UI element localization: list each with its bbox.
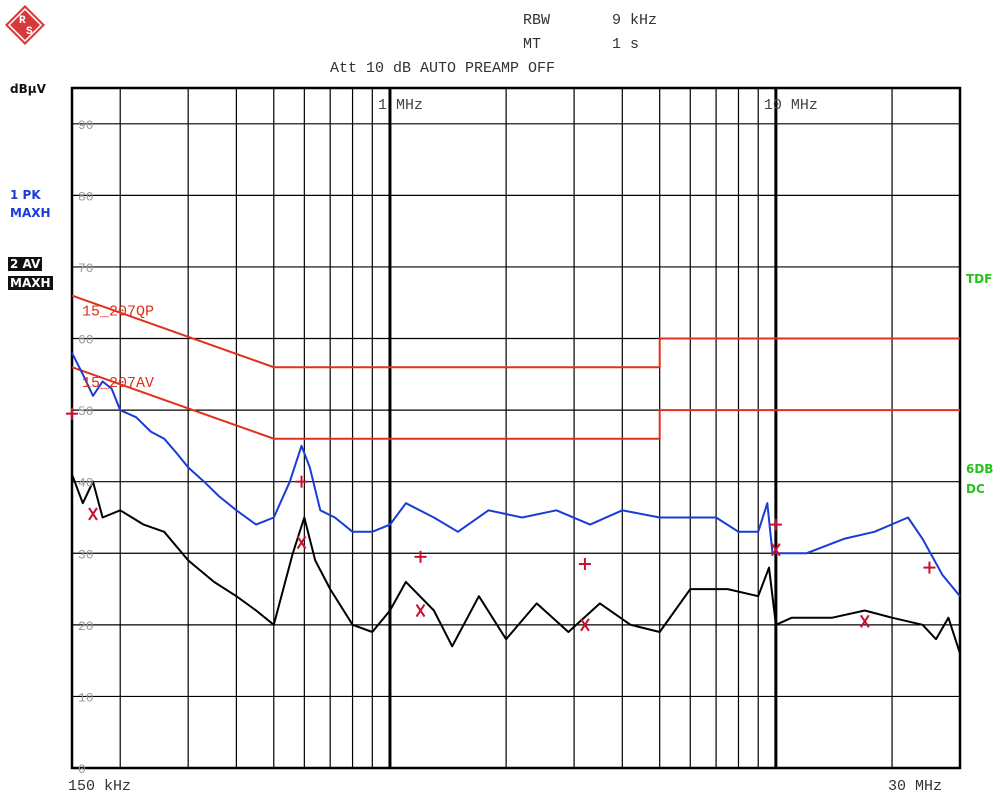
y-tick-label: 20: [78, 619, 94, 634]
x-end-label: 30 MHz: [888, 778, 942, 795]
y-tick-label: 50: [78, 404, 94, 419]
svg-text:S: S: [26, 26, 33, 38]
average-marker: [296, 535, 307, 550]
peak-marker: [295, 475, 308, 488]
plot-frame: [70, 86, 962, 770]
average-marker: [859, 614, 870, 628]
average-marker: [88, 507, 98, 521]
y-tick-label: 70: [78, 261, 94, 276]
rbw-label: RBW: [523, 12, 551, 29]
trace-1: [71, 352, 961, 597]
y-tick-label: 30: [78, 547, 94, 562]
tdf-label: TDF: [966, 272, 993, 286]
average-marker: [415, 603, 426, 618]
limit-lines: [71, 294, 960, 440]
markers: [66, 407, 936, 632]
trace1-mode: MAXH: [10, 206, 51, 220]
limit-line-15_207QP: [71, 294, 960, 369]
y-tick-label: 40: [78, 476, 94, 491]
trace-2: [71, 474, 961, 654]
x-start-label: 150 kHz: [68, 778, 131, 795]
6db-label: 6DB: [966, 462, 994, 476]
peak-marker: [414, 550, 427, 563]
traces: [71, 352, 961, 654]
grid: [70, 86, 962, 770]
dc-label: DC: [966, 482, 985, 496]
peak-marker: [66, 407, 78, 420]
peak-marker: [769, 518, 782, 531]
rs-logo: R S: [5, 5, 45, 45]
trace2-label: 2 AV: [8, 257, 43, 271]
peak-marker: [923, 561, 936, 574]
mt-value: 1 s: [612, 36, 640, 53]
y-tick-label: 10: [78, 690, 94, 705]
axis-labels: 0 10 20 30 40 50 60 70 80 90 1 MHz 10 MHz 150 kHz 30 …: [68, 97, 942, 795]
mt-label: MT: [523, 36, 542, 53]
trace2-mode: MAXH: [8, 276, 53, 290]
y-tick-label: 80: [78, 189, 94, 204]
y-tick-label: 60: [78, 333, 94, 348]
unit-label: dBµV: [10, 82, 46, 96]
attenuation-line: Att 10 dB AUTO PREAMP OFF: [330, 60, 556, 77]
rbw-value: 9 kHz: [612, 12, 658, 29]
average-marker: [580, 618, 590, 632]
svg-text:R: R: [19, 15, 26, 27]
x-tick-label: 10 MHz: [764, 97, 818, 114]
limit-line-15_207AV: [71, 366, 960, 440]
limit-line-label: 15_207QP: [82, 304, 154, 321]
trace1-label: 1 PK: [10, 188, 41, 202]
y-tick-label: 0: [78, 762, 86, 777]
y-tick-label: 90: [78, 118, 94, 133]
x-tick-label: 1 MHz: [378, 97, 423, 114]
limit-line-label: 15_207AV: [82, 375, 154, 392]
peak-marker: [578, 558, 591, 570]
average-marker: [771, 543, 781, 557]
